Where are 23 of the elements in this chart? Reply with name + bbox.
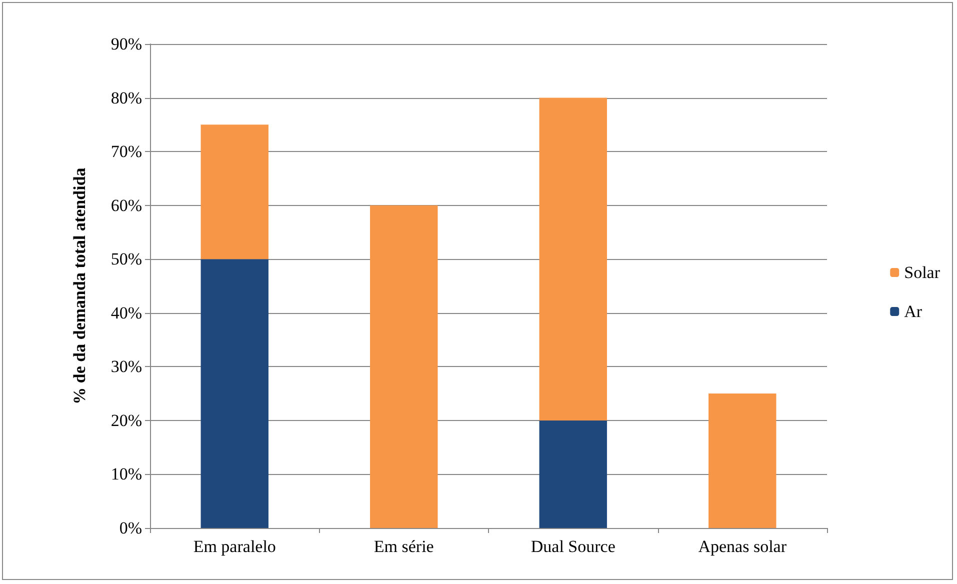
y-tick-label: 60% [110,196,142,215]
bar [200,124,268,260]
x-tick-label: Apenas solar [698,537,787,556]
x-tick-label: Dual Source [530,537,616,556]
bar [200,259,268,528]
y-tick-label: 20% [110,410,142,430]
x-tick-label: Em série [374,537,434,556]
bar [539,98,607,420]
y-tick-label: 0% [119,518,142,538]
legend-label: Ar [904,302,922,321]
bar [708,394,776,528]
y-tick-label: 70% [110,142,142,162]
bar [539,420,607,528]
y-tick-label: 90% [110,34,142,54]
legend-label: Solar [904,263,940,282]
y-tick-label: 80% [110,88,142,108]
x-tick-label: Em paralelo [193,537,276,556]
y-tick-label: 40% [110,303,142,322]
y-tick-label: 30% [110,357,142,376]
y-tick-label: 50% [110,250,142,269]
y-tick-label: 10% [110,464,142,484]
y-axis-title: % de da demanda total atendida [70,167,89,404]
bar [370,205,438,528]
